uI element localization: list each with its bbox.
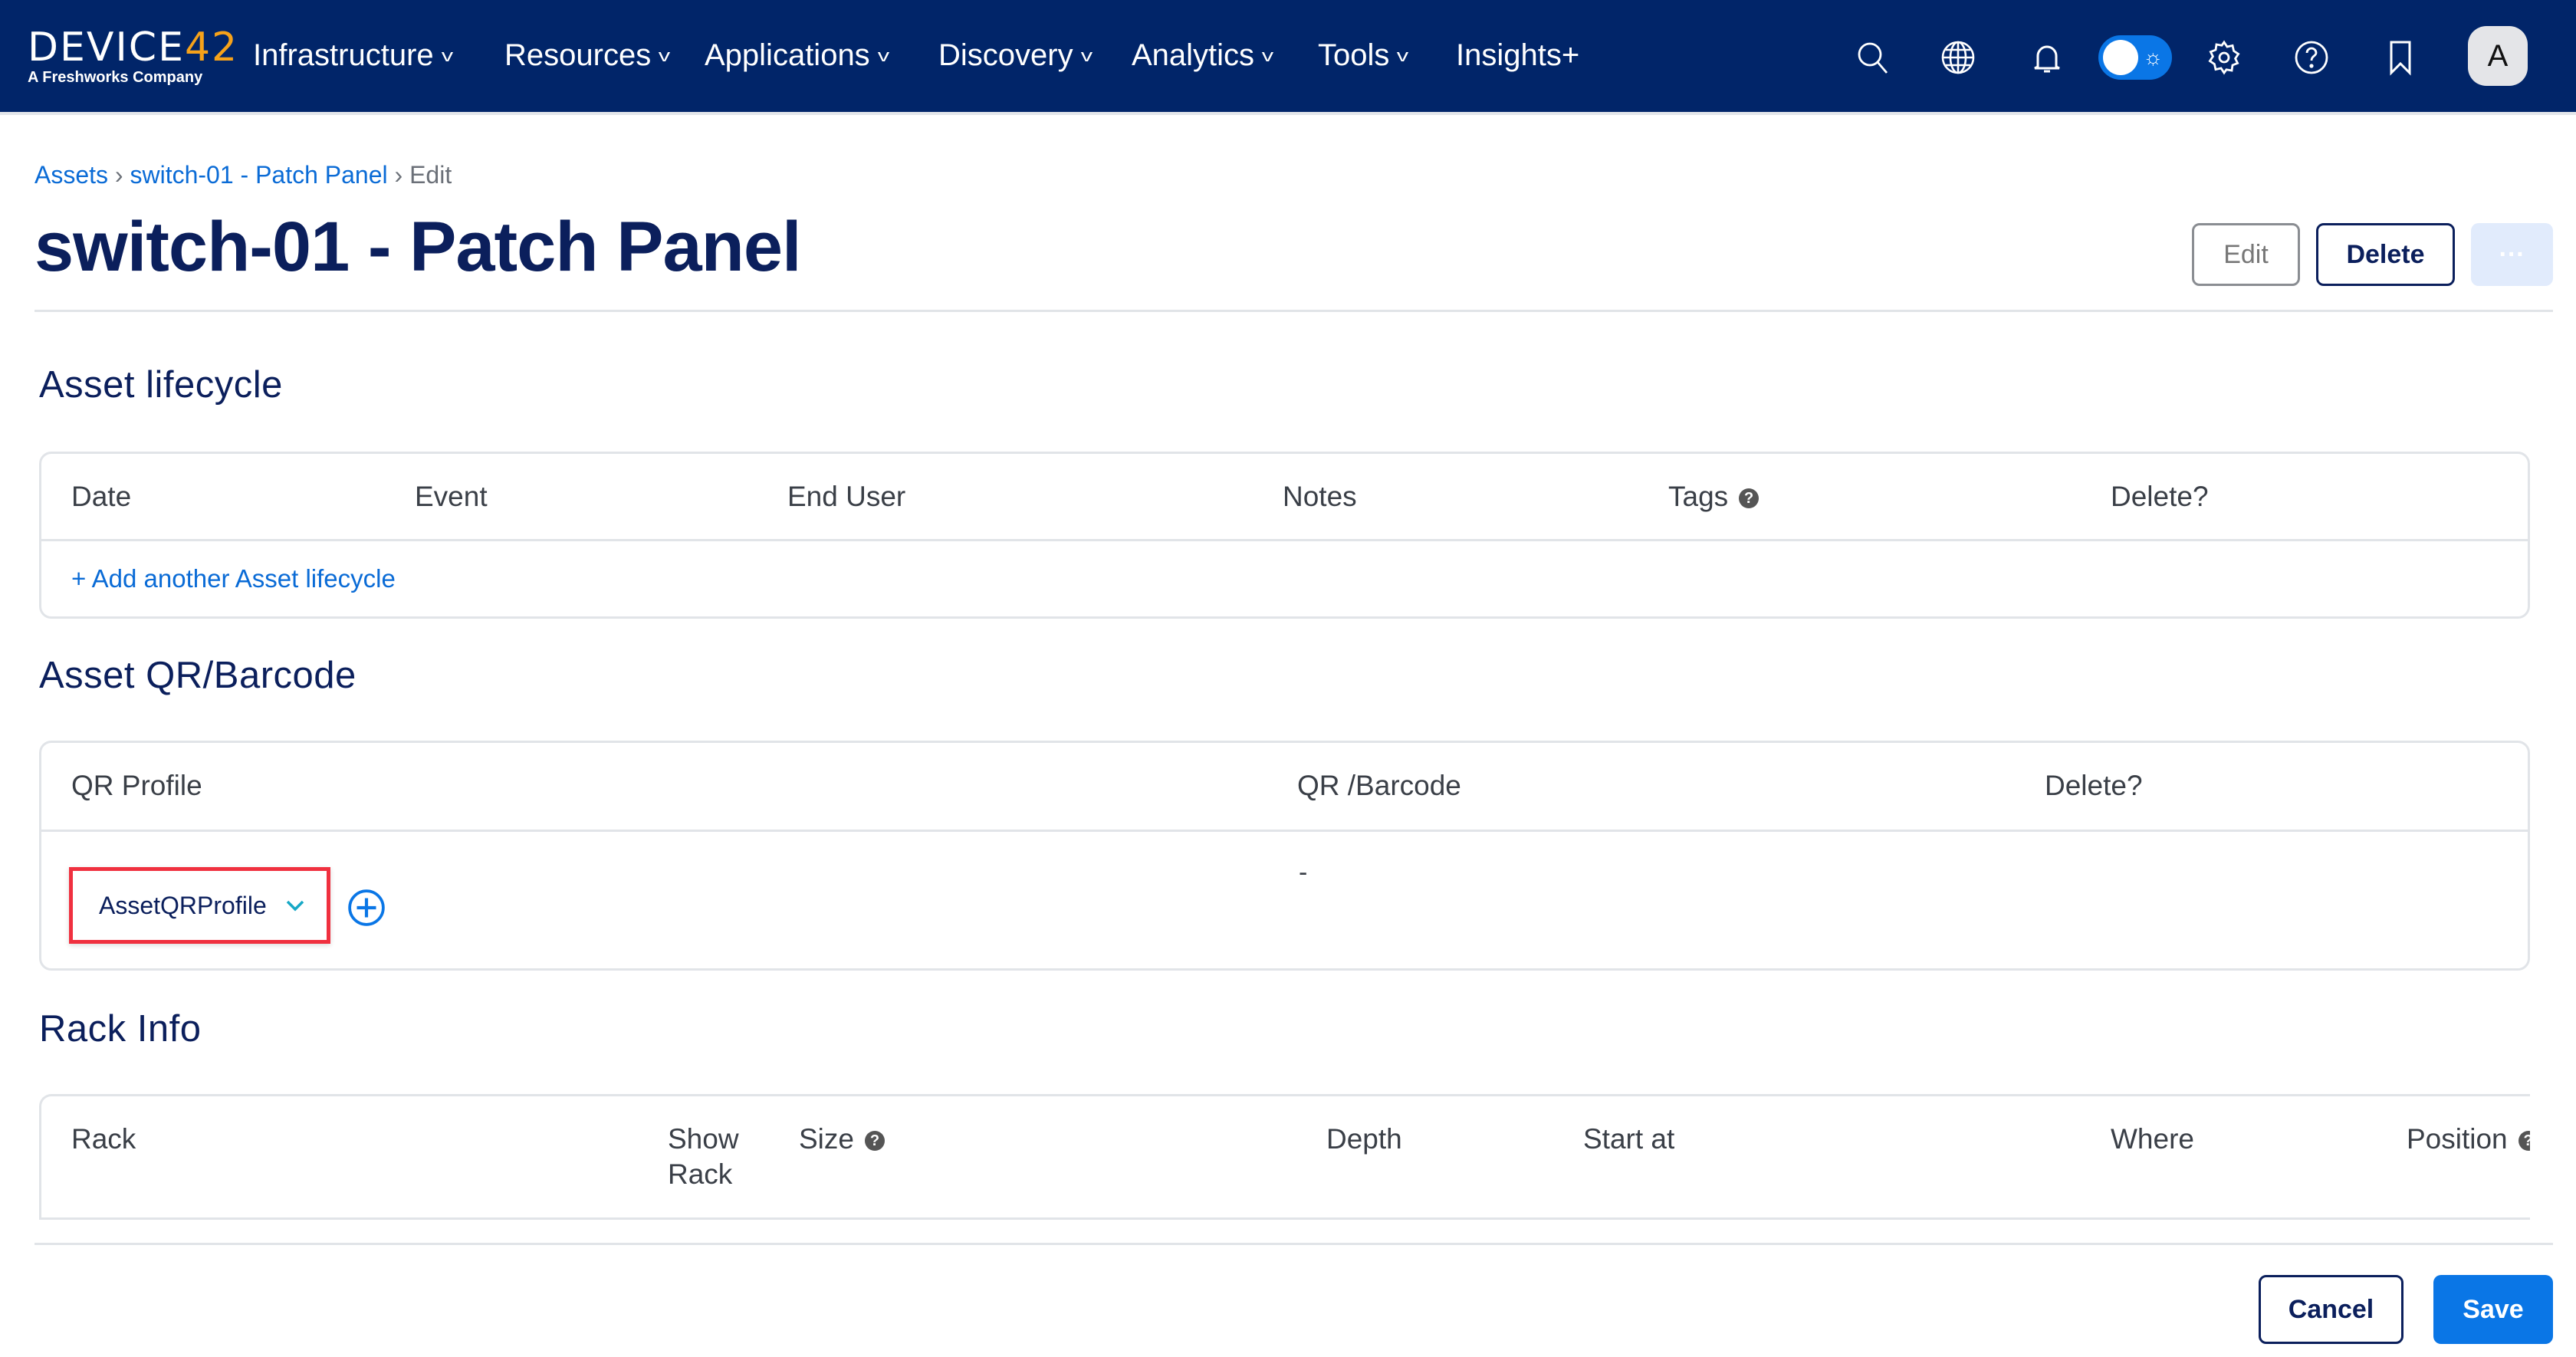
help-icon[interactable]: ? xyxy=(864,1131,885,1152)
help-icon[interactable] xyxy=(2291,37,2332,78)
nav-insights[interactable]: Insights+ xyxy=(1456,38,1580,72)
nav-analytics[interactable]: Analytics v xyxy=(1132,38,1274,72)
help-icon[interactable]: ? xyxy=(2518,1131,2530,1152)
gear-icon[interactable] xyxy=(2203,37,2245,78)
column-header: Delete? xyxy=(2045,770,2143,801)
footer-divider xyxy=(34,1243,2553,1245)
device42-logo[interactable]: DEVICE42 A Freshworks Company xyxy=(28,28,238,87)
nav-discovery[interactable]: Discovery v xyxy=(938,38,1092,72)
chevron-down-icon: v xyxy=(441,45,453,65)
delete-button[interactable]: Delete xyxy=(2316,223,2455,286)
page-title: switch-01 - Patch Panel xyxy=(34,208,802,286)
search-icon[interactable] xyxy=(1852,37,1894,78)
column-header: Date xyxy=(71,481,132,512)
nav-resources[interactable]: Resources v xyxy=(504,38,671,72)
cancel-button[interactable]: Cancel xyxy=(2259,1275,2404,1344)
logo-tagline: A Freshworks Company xyxy=(28,69,203,86)
save-button[interactable]: Save xyxy=(2433,1275,2553,1344)
chevron-down-icon: v xyxy=(1080,45,1092,65)
add-profile-icon[interactable] xyxy=(347,889,386,927)
column-header: QR Profile xyxy=(71,770,202,801)
bell-icon[interactable] xyxy=(2026,37,2068,78)
chevron-down-icon: v xyxy=(877,45,889,65)
divider xyxy=(34,310,2553,312)
sun-icon: ☼ xyxy=(2143,45,2163,69)
breadcrumb: Assets › switch-01 - Patch Panel › Edit xyxy=(34,161,452,189)
section-title-rack: Rack Info xyxy=(39,1008,202,1050)
column-header-tags: Tags? xyxy=(1668,479,1760,514)
column-header: Depth xyxy=(1326,1123,1402,1155)
edit-button[interactable]: Edit xyxy=(2192,223,2300,286)
section-title-qr: Asset QR/Barcode xyxy=(39,655,356,696)
column-header: QR /Barcode xyxy=(1297,770,1461,801)
column-header: End User xyxy=(787,481,906,512)
globe-icon[interactable] xyxy=(1937,37,1979,78)
qr-table: QR Profile QR /Barcode Delete? AssetQRPr… xyxy=(39,741,2530,971)
logo-text: DEVICE xyxy=(28,25,185,71)
column-header: Delete? xyxy=(2111,481,2209,512)
more-actions-button[interactable]: ··· xyxy=(2471,223,2553,286)
nav-infrastructure[interactable]: Infrastructure v xyxy=(253,38,453,72)
chevron-down-icon: v xyxy=(659,45,671,65)
top-nav: DEVICE42 A Freshworks Company Infrastruc… xyxy=(0,0,2576,115)
qr-barcode-value: - xyxy=(1299,858,1308,887)
lifecycle-table: Date Event End User Notes Tags? Delete? … xyxy=(39,452,2530,619)
breadcrumb-asset[interactable]: switch-01 - Patch Panel xyxy=(130,161,388,189)
nav-applications[interactable]: Applications v xyxy=(705,38,889,72)
column-header: Rack xyxy=(71,1123,136,1155)
column-header: Where xyxy=(2111,1123,2194,1155)
column-header: Notes xyxy=(1283,481,1357,512)
breadcrumb-assets[interactable]: Assets xyxy=(34,161,109,189)
theme-toggle[interactable]: ☼ xyxy=(2098,35,2172,80)
bookmark-icon[interactable] xyxy=(2380,37,2421,78)
column-header: Position? xyxy=(2407,1122,2530,1157)
help-icon[interactable]: ? xyxy=(1739,488,1760,509)
chevron-down-icon: v xyxy=(1397,45,1409,65)
chevron-down-icon: v xyxy=(1261,45,1274,65)
column-header: Show Rack xyxy=(668,1123,739,1190)
chevron-down-icon xyxy=(286,900,304,912)
qr-profile-select[interactable]: AssetQRProfile xyxy=(69,867,330,944)
logo-accent: 42 xyxy=(184,25,239,71)
add-lifecycle-link[interactable]: + Add another Asset lifecycle xyxy=(71,564,396,593)
nav-tools[interactable]: Tools v xyxy=(1318,38,1409,72)
column-header-size: Size? xyxy=(799,1122,885,1157)
rack-table: Rack Show Rack Size? Depth Start at Wher… xyxy=(39,1094,2530,1220)
breadcrumb-current: Edit xyxy=(409,161,452,189)
column-header: Start at xyxy=(1583,1123,1675,1155)
section-title-lifecycle: Asset lifecycle xyxy=(39,364,283,406)
avatar[interactable]: A xyxy=(2468,26,2528,86)
column-header: Event xyxy=(415,481,488,512)
